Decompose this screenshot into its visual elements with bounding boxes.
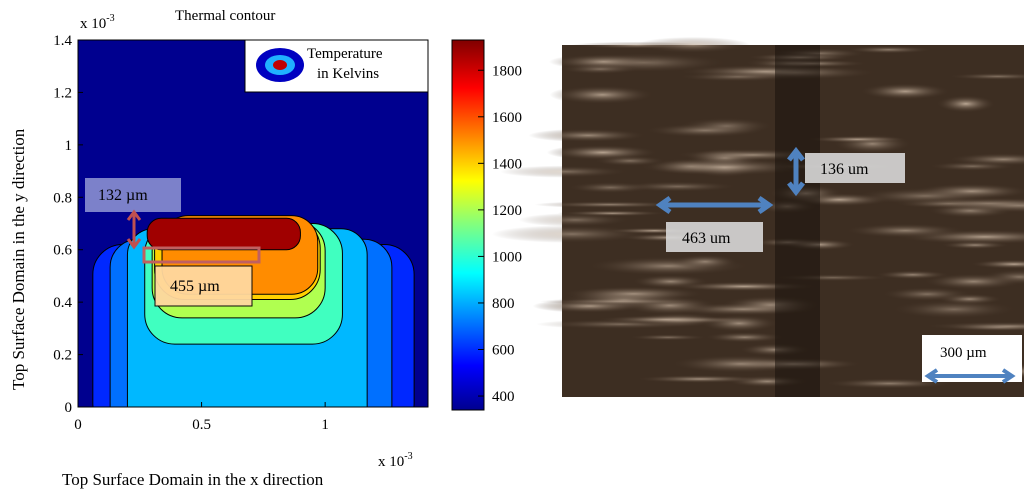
y-scale: x 10-3 — [80, 13, 115, 32]
micrograph-band — [775, 45, 820, 397]
texture — [927, 161, 1018, 171]
arrow — [126, 209, 142, 250]
texture — [528, 128, 649, 143]
texture — [939, 240, 1011, 250]
colorbar-tick-label: 1600 — [492, 110, 522, 126]
y-tick-label: 0.2 — [53, 348, 72, 364]
annotation: 136 um — [820, 161, 869, 178]
y-axis-label: Top Surface Domain in the y direction — [9, 128, 28, 390]
texture — [935, 94, 997, 113]
colorbar — [451, 39, 485, 411]
texture — [853, 187, 998, 205]
texture — [491, 225, 652, 243]
annotation-box — [666, 222, 763, 252]
texture — [500, 165, 631, 178]
texture — [676, 72, 799, 82]
annotation: 463 um — [682, 230, 731, 247]
texture — [558, 290, 690, 310]
texture — [534, 201, 686, 209]
texture — [643, 123, 767, 138]
texture — [889, 299, 1019, 319]
annotation-box — [85, 178, 181, 212]
texture — [844, 45, 934, 54]
texture — [703, 331, 786, 343]
legend-text: in Kelvins — [317, 66, 379, 82]
x-tick-label: 1 — [321, 417, 329, 433]
contour-level — [146, 217, 301, 251]
colorbar-tick-label: 400 — [492, 389, 515, 405]
arrow — [142, 246, 261, 264]
colorbar-tick-label: 1800 — [492, 63, 522, 79]
annotation: 132 µm — [98, 187, 148, 204]
x-tick-label: 0.5 — [192, 417, 211, 433]
scale-label: 300 µm — [940, 345, 987, 361]
y-tick-label: 1.2 — [53, 85, 72, 101]
colorbar-tick-label: 800 — [492, 296, 515, 312]
scale-bar — [924, 368, 1016, 384]
texture — [636, 36, 751, 54]
x-scale: x 10-3 — [378, 451, 413, 470]
texture — [922, 321, 1024, 331]
texture — [559, 63, 642, 75]
y-tick-label: 0.4 — [53, 295, 72, 311]
y-scale-exp: -3 — [106, 13, 114, 24]
texture — [969, 259, 1024, 269]
colorbar-tick-label: 1400 — [492, 156, 522, 172]
texture — [628, 334, 709, 341]
texture — [593, 155, 667, 167]
legend-icon — [273, 60, 287, 70]
legend-text: Temperature — [307, 46, 383, 62]
micrograph — [491, 36, 1024, 397]
arrow — [655, 195, 774, 215]
texture — [946, 72, 1024, 81]
y-tick-label: 0.6 — [53, 243, 72, 259]
texture — [518, 213, 632, 227]
chart-title: Thermal contour — [175, 8, 275, 24]
x-tick-label: 0 — [74, 417, 82, 433]
y-tick-label: 0.8 — [53, 190, 72, 206]
x-scale-base: x 10 — [378, 454, 404, 470]
annotation-box — [805, 153, 905, 183]
x-axis-label: Top Surface Domain in the x direction — [62, 470, 324, 489]
y-tick-label: 1 — [65, 138, 73, 154]
texture — [549, 85, 655, 105]
texture — [567, 181, 654, 194]
colorbar-tick-label: 1000 — [492, 249, 522, 265]
annotation-box — [154, 265, 253, 307]
texture — [859, 83, 952, 100]
annotation: 455 µm — [170, 278, 220, 295]
y-tick-label: 1.4 — [53, 33, 72, 49]
texture — [671, 254, 739, 270]
x-scale-exp: -3 — [404, 451, 412, 462]
texture — [698, 314, 780, 332]
y-tick-label: 0 — [65, 400, 73, 416]
texture — [635, 158, 814, 176]
texture — [843, 223, 967, 238]
texture — [922, 273, 1024, 290]
colorbar-tick-label: 600 — [492, 342, 515, 358]
colorbar-tick-label: 1200 — [492, 203, 522, 219]
arrow — [787, 146, 805, 197]
texture — [880, 287, 974, 302]
texture — [805, 135, 909, 143]
texture — [634, 374, 766, 384]
y-scale-base: x 10 — [80, 16, 106, 32]
